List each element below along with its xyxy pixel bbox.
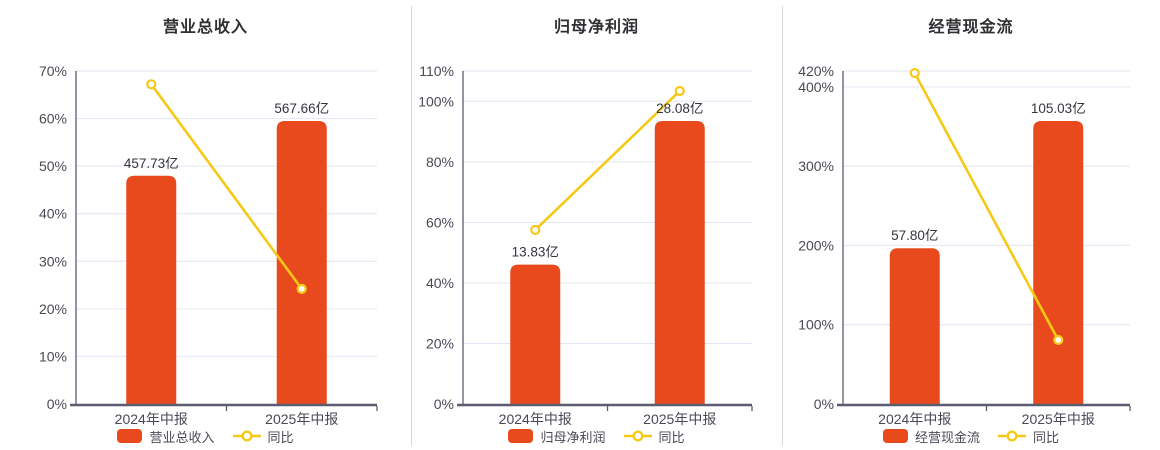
legend-item-bar[interactable]: 营业总收入 — [117, 427, 215, 446]
chart-title-net-profit: 归母净利润 — [553, 19, 639, 36]
legend-label: 营业总收入 — [149, 429, 215, 445]
bar — [126, 175, 177, 405]
y-tick-label: 100% — [418, 93, 454, 109]
legend-label: 经营现金流 — [914, 429, 980, 445]
chart-divider — [411, 6, 412, 446]
bar-value-label: 28.08亿 — [656, 101, 703, 116]
chart-plot-revenue: 0% 10% 20% 30% 40% 50% 60% 70% 457.73亿 567.66亿 202… — [39, 63, 378, 427]
y-tick-label: 40% — [426, 275, 454, 291]
x-category-label: 2024年中报 — [499, 411, 572, 427]
y-tick-label: 10% — [39, 348, 67, 364]
y-tick-label: 40% — [39, 206, 67, 222]
legend-cash-flow: 经营现金流 同比 — [782, 427, 1160, 445]
y-tick-label: 420% — [798, 63, 834, 79]
y-tick-label: 80% — [426, 154, 454, 170]
chart-plot-cash-flow: 0% 100% 200% 300% 400%420% 57.80亿 105.03亿 2024年… — [798, 63, 1131, 427]
y-tick-label: 60% — [426, 214, 454, 230]
y-tick-label: 400% — [798, 79, 834, 95]
y-tick-label: 200% — [798, 237, 834, 253]
yoy-point-marker — [1053, 334, 1064, 346]
legend-label: 归母净利润 — [540, 429, 606, 445]
y-tick-label: 110% — [419, 63, 454, 79]
bar-swatch-icon — [882, 429, 908, 443]
bar — [510, 264, 561, 405]
yoy-line — [533, 89, 682, 232]
legend-item-yoy[interactable]: 同比 — [998, 427, 1059, 446]
legend-label: 同比 — [267, 429, 294, 445]
legend-revenue: 营业总收入 同比 — [0, 427, 411, 445]
yoy-point-marker — [146, 79, 157, 90]
chart-net-profit: 归母净利润 0% 20% 40% 60% 80% 100% 110% 13.83亿 28.08亿… — [411, 0, 782, 450]
chart-cash-flow: 经营现金流 0% 100% 200% 300% 400% 420% 57.80亿 105.03… — [782, 0, 1160, 450]
chart-title-cash-flow: 经营现金流 — [928, 19, 1014, 36]
chart-revenue: 营业总收入 0% 10% 20% 30% 40% 50% 60% 70% 457.73亿 567.… — [0, 0, 411, 450]
y-tick-label: 300% — [798, 158, 834, 174]
yoy-point-marker — [909, 67, 920, 79]
bar — [654, 120, 705, 405]
bar-value-label: 57.80亿 — [891, 228, 938, 243]
legend-item-bar[interactable]: 归母净利润 — [508, 427, 606, 446]
legend-label: 同比 — [658, 429, 685, 445]
y-tick-label: 0% — [814, 396, 834, 412]
legend-net-profit: 归母净利润 同比 — [411, 427, 782, 445]
y-tick-label: 50% — [39, 158, 67, 174]
bar — [889, 248, 940, 405]
x-category-label: 2025年中报 — [265, 411, 338, 427]
chart-title-revenue: 营业总收入 — [162, 19, 248, 36]
y-tick-label: 0% — [434, 396, 454, 412]
yoy-point-marker — [530, 224, 541, 236]
legend-item-yoy[interactable]: 同比 — [623, 427, 685, 446]
x-category-label: 2024年中报 — [878, 411, 951, 427]
bar-swatch-icon — [508, 429, 534, 443]
y-tick-label: 0% — [47, 396, 67, 412]
legend-item-yoy[interactable]: 同比 — [232, 427, 294, 446]
x-category-label: 2025年中报 — [643, 411, 716, 427]
bar — [276, 120, 327, 405]
bar-value-label: 13.83亿 — [512, 245, 559, 260]
yoy-point-marker — [674, 85, 685, 97]
line-marker-icon — [232, 430, 261, 442]
y-tick-label: 100% — [798, 317, 834, 333]
bar-value-label: 567.66亿 — [274, 101, 329, 116]
bar-value-label: 457.73亿 — [124, 156, 179, 171]
bar-swatch-icon — [117, 429, 143, 443]
legend-item-bar[interactable]: 经营现金流 — [882, 427, 980, 446]
yoy-point-marker — [296, 283, 307, 294]
x-category-label: 2025年中报 — [1022, 411, 1095, 427]
x-category-label: 2024年中报 — [115, 411, 188, 427]
bar — [1033, 120, 1084, 405]
yoy-line — [149, 83, 304, 291]
legend-label: 同比 — [1033, 429, 1060, 445]
y-tick-label: 20% — [39, 301, 67, 317]
y-tick-label: 20% — [426, 335, 454, 351]
y-tick-label: 30% — [39, 253, 67, 269]
line-marker-icon — [623, 430, 652, 442]
y-tick-label: 70% — [39, 63, 67, 79]
chart-divider — [782, 6, 783, 446]
bar-value-label: 105.03亿 — [1031, 101, 1086, 116]
line-marker-icon — [998, 430, 1026, 442]
y-tick-label: 60% — [39, 111, 67, 127]
chart-plot-net-profit: 0% 20% 40% 60% 80% 100% 110% 13.83亿 28.08亿 2024年中… — [418, 63, 753, 427]
yoy-line — [913, 71, 1060, 342]
